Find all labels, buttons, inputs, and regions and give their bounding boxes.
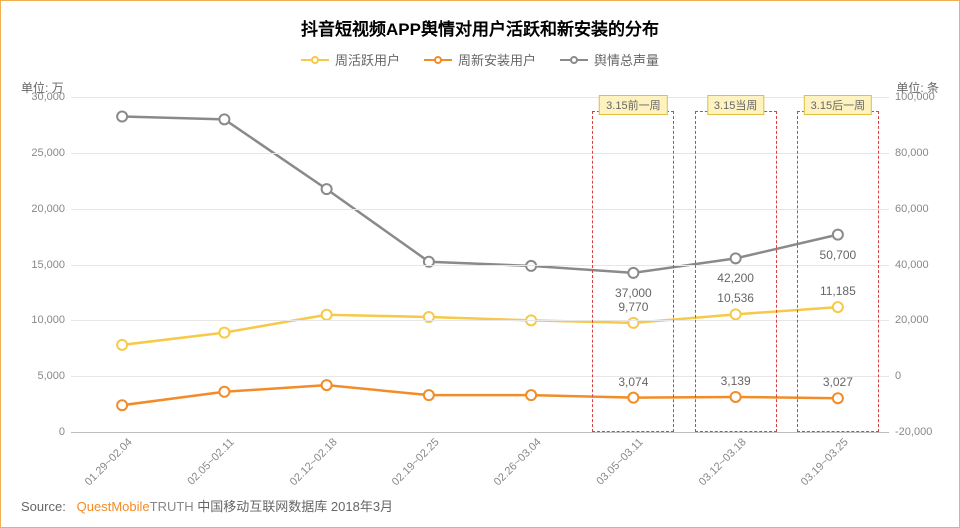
annotation-label: 3.15前一周 (599, 95, 667, 115)
legend-item: 舆情总声量 (560, 50, 659, 69)
series-marker (526, 390, 536, 400)
data-label: 10,536 (717, 291, 754, 305)
xtick: 02.26~03.04 (492, 436, 544, 488)
annotation-label: 3.15当周 (707, 95, 764, 115)
plot-area: 05,00010,00015,00020,00025,00030,000-20,… (71, 97, 889, 432)
series-line (122, 117, 838, 273)
legend: 周活跃用户 周新安装用户 舆情总声量 (1, 50, 959, 69)
xtick: 02.12~02.18 (287, 436, 339, 488)
legend-label: 周新安装用户 (458, 50, 536, 69)
series-marker (731, 253, 741, 263)
gridline (71, 376, 889, 377)
ytick-left: 20,000 (21, 203, 71, 215)
ytick-left: 5,000 (21, 370, 71, 382)
ytick-left: 10,000 (21, 314, 71, 326)
ytick-left: 25,000 (21, 147, 71, 159)
data-label: 11,185 (820, 284, 856, 298)
gridline (71, 432, 889, 433)
ytick-right: 0 (889, 370, 949, 382)
series-marker (833, 393, 843, 403)
source-line: Source: QuestMobileTRUTH 中国移动互联网数据库 2018… (21, 496, 393, 515)
series-marker (117, 400, 127, 410)
ytick-left: 30,000 (21, 91, 71, 103)
gridline (71, 320, 889, 321)
series-marker (117, 112, 127, 122)
ytick-left: 15,000 (21, 259, 71, 271)
gridline (71, 209, 889, 210)
data-label: 3,027 (823, 375, 853, 389)
legend-item: 周新安装用户 (424, 50, 536, 69)
ytick-right: 80,000 (889, 147, 949, 159)
xtick: 03.05~03.11 (595, 436, 646, 487)
source-brand2: TRUTH (150, 499, 194, 514)
ytick-right: 40,000 (889, 259, 949, 271)
source-brand1: QuestMobile (77, 499, 150, 514)
ytick-right: 60,000 (889, 203, 949, 215)
series-marker (219, 114, 229, 124)
legend-label: 周活跃用户 (335, 50, 400, 69)
series-marker (424, 390, 434, 400)
series-marker (526, 261, 536, 271)
xtick: 01.29~02.04 (83, 436, 135, 488)
series-marker (117, 340, 127, 350)
series-marker (628, 268, 638, 278)
ytick-left: 0 (21, 426, 71, 438)
legend-swatch (424, 54, 452, 66)
source-rest: 中国移动互联网数据库 2018年3月 (194, 499, 393, 514)
gridline (71, 265, 889, 266)
series-marker (628, 393, 638, 403)
legend-swatch (560, 54, 588, 66)
xtick: 02.05~02.11 (186, 436, 237, 487)
ytick-right: 20,000 (889, 314, 949, 326)
data-label: 37,000 (615, 286, 652, 300)
source-prefix: Source: (21, 499, 66, 514)
ytick-right: 100,000 (889, 91, 949, 103)
xtick: 03.12~03.18 (696, 436, 748, 488)
series-marker (731, 309, 741, 319)
series-marker (322, 380, 332, 390)
data-label: 50,700 (820, 248, 857, 262)
series-marker (833, 230, 843, 240)
data-label: 9,770 (618, 300, 648, 314)
annotation-label: 3.15后一周 (804, 95, 872, 115)
legend-label: 舆情总声量 (594, 50, 659, 69)
series-marker (322, 184, 332, 194)
series-marker (219, 387, 229, 397)
gridline (71, 97, 889, 98)
chart-title: 抖音短视频APP舆情对用户活跃和新安装的分布 (1, 1, 959, 40)
legend-swatch (301, 54, 329, 66)
xtick: 02.19~02.25 (390, 436, 442, 488)
chart-container: 抖音短视频APP舆情对用户活跃和新安装的分布 周活跃用户 周新安装用户 舆情总声… (0, 0, 960, 528)
series-marker (322, 310, 332, 320)
series-marker (833, 302, 843, 312)
legend-item: 周活跃用户 (301, 50, 400, 69)
data-label: 3,074 (618, 375, 648, 389)
series-marker (219, 328, 229, 338)
ytick-right: -20,000 (889, 426, 949, 438)
series-marker (731, 392, 741, 402)
gridline (71, 153, 889, 154)
xtick: 03.19~03.25 (799, 436, 851, 488)
data-label: 42,200 (717, 271, 754, 285)
data-label: 3,139 (721, 374, 751, 388)
